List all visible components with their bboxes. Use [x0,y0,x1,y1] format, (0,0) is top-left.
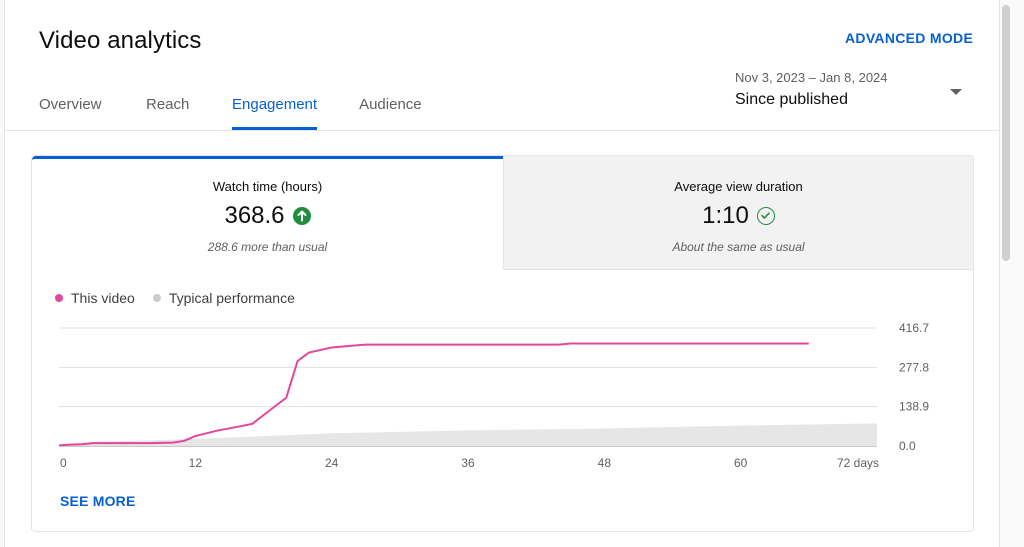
caret-down-icon [950,89,962,95]
scrollbar-thumb[interactable] [1002,5,1010,261]
see-more-link[interactable]: SEE MORE [60,493,136,509]
legend-dot-icon [152,294,161,302]
metric-name: Average view duration [674,179,803,194]
date-range-text: Nov 3, 2023 – Jan 8, 2024 [735,70,888,85]
tab-overview[interactable]: Overview [39,96,102,113]
metric-avg-view-duration[interactable]: Average view duration 1:10 About the sam… [503,156,973,270]
x-tick-label: 24 [325,456,339,470]
legend-label: Typical performance [168,290,295,306]
x-tick-label: 36 [461,456,475,470]
x-tick-label: 48 [598,456,612,470]
y-tick-label: 138.9 [899,400,929,414]
page-title: Video analytics [39,27,202,54]
series-typical-performance-area [59,423,877,446]
y-tick-label: 416.7 [899,321,929,335]
analytics-panel: Video analytics ADVANCED MODE Overview R… [4,0,1000,547]
engagement-card: Watch time (hours) 368.6 288.6 more than… [31,155,974,532]
metric-watch-time[interactable]: Watch time (hours) 368.6 288.6 more than… [32,156,503,270]
legend-this-video: This video [55,290,135,306]
check-circle-icon [756,207,775,225]
x-tick-label: 0 [60,456,67,470]
arrow-up-circle-icon [292,207,311,225]
x-tick-label: 72 days [837,456,879,470]
date-range-label: Since published [735,91,848,108]
watch-time-chart: 0.0 138.9 277.8 416.7 0 12 24 36 48 60 72 days [58,321,929,470]
metric-note: 288.6 more than usual [207,240,328,254]
header-divider [5,130,999,131]
tab-audience[interactable]: Audience [359,96,422,113]
metric-note: About the same as usual [672,240,805,254]
y-tick-label: 0.0 [899,439,916,453]
date-range-dropdown[interactable]: Nov 3, 2023 – Jan 8, 2024 Since publishe… [735,70,975,114]
series-this-video-line [58,342,809,447]
legend-dot-icon [55,294,63,302]
tab-engagement[interactable]: Engagement [232,96,318,130]
metric-name: Watch time (hours) [212,179,323,194]
advanced-mode-button[interactable]: ADVANCED MODE [845,30,974,46]
legend-typical: Typical performance [152,290,295,306]
legend-label: This video [71,290,135,306]
x-tick-label: 60 [734,456,748,470]
metric-value: 368.6 [224,202,285,229]
y-tick-label: 277.8 [899,360,929,374]
x-tick-label: 12 [189,456,203,470]
tab-bar: Overview Reach Engagement Audience [39,96,422,130]
chart-legend: This video Typical performance [55,290,313,306]
metric-value: 1:10 [702,202,749,229]
tab-reach[interactable]: Reach [146,96,190,113]
